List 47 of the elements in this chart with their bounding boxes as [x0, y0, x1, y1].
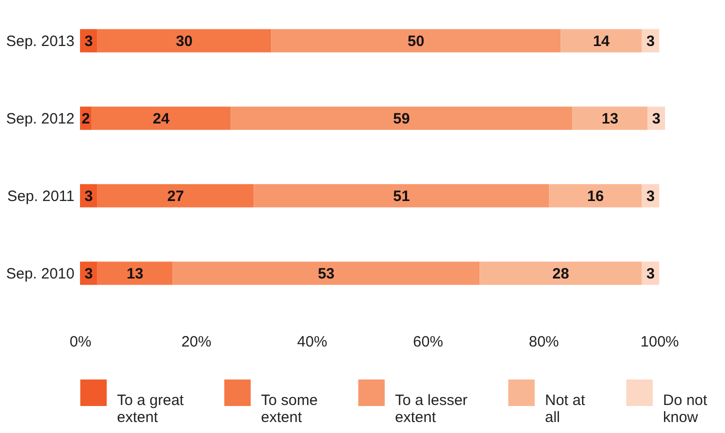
legend-label: To a great extent: [117, 392, 185, 426]
x-tick-label: 40%: [297, 334, 328, 350]
legend-label: Not at all: [545, 392, 586, 426]
bar: [560, 29, 642, 52]
bar: [271, 29, 561, 52]
data-label: 16: [587, 188, 604, 205]
data-label: 3: [646, 188, 655, 205]
y-tick-label: Sep. 2013: [6, 32, 74, 50]
bar: [97, 262, 173, 285]
y-tick-label: Sep. 2011: [7, 188, 74, 205]
data-label: 3: [84, 188, 93, 205]
y-tick-label: Sep. 2010: [6, 265, 74, 282]
data-label: 51: [393, 188, 410, 205]
bar: [549, 184, 642, 208]
data-label: 3: [646, 265, 655, 282]
data-label: 13: [602, 110, 618, 128]
x-tick-label: 60%: [413, 334, 444, 350]
data-label: 27: [167, 188, 184, 205]
bar: [97, 29, 272, 52]
data-label: 30: [176, 32, 193, 50]
data-label: 3: [84, 265, 93, 282]
legend-label: To a lesser extent: [395, 392, 468, 426]
y-tick-label: Sep. 2012: [6, 110, 74, 128]
bar: [480, 262, 642, 285]
data-label: 24: [152, 110, 170, 128]
data-label: 59: [393, 110, 410, 128]
bar: [97, 184, 254, 208]
data-label: 2: [82, 110, 90, 128]
x-tick-label: 100%: [640, 334, 679, 350]
data-label: 14: [592, 32, 610, 50]
bar: [172, 262, 480, 285]
bar: [254, 184, 550, 208]
data-label: 53: [318, 265, 335, 282]
data-label: 3: [84, 32, 93, 50]
bar: [92, 106, 231, 130]
data-label: 13: [126, 265, 144, 282]
x-tick-label: 0%: [70, 334, 92, 350]
legend-label: Do not know: [663, 392, 708, 426]
legend-label: To some extent: [261, 392, 318, 426]
bar: [230, 106, 572, 130]
data-label: 3: [652, 110, 660, 128]
bar: [572, 106, 648, 130]
data-label: 28: [552, 265, 570, 282]
data-label: 50: [408, 32, 424, 50]
x-tick-label: 80%: [528, 334, 559, 350]
data-label: 3: [646, 32, 655, 50]
x-tick-label: 20%: [181, 334, 212, 350]
